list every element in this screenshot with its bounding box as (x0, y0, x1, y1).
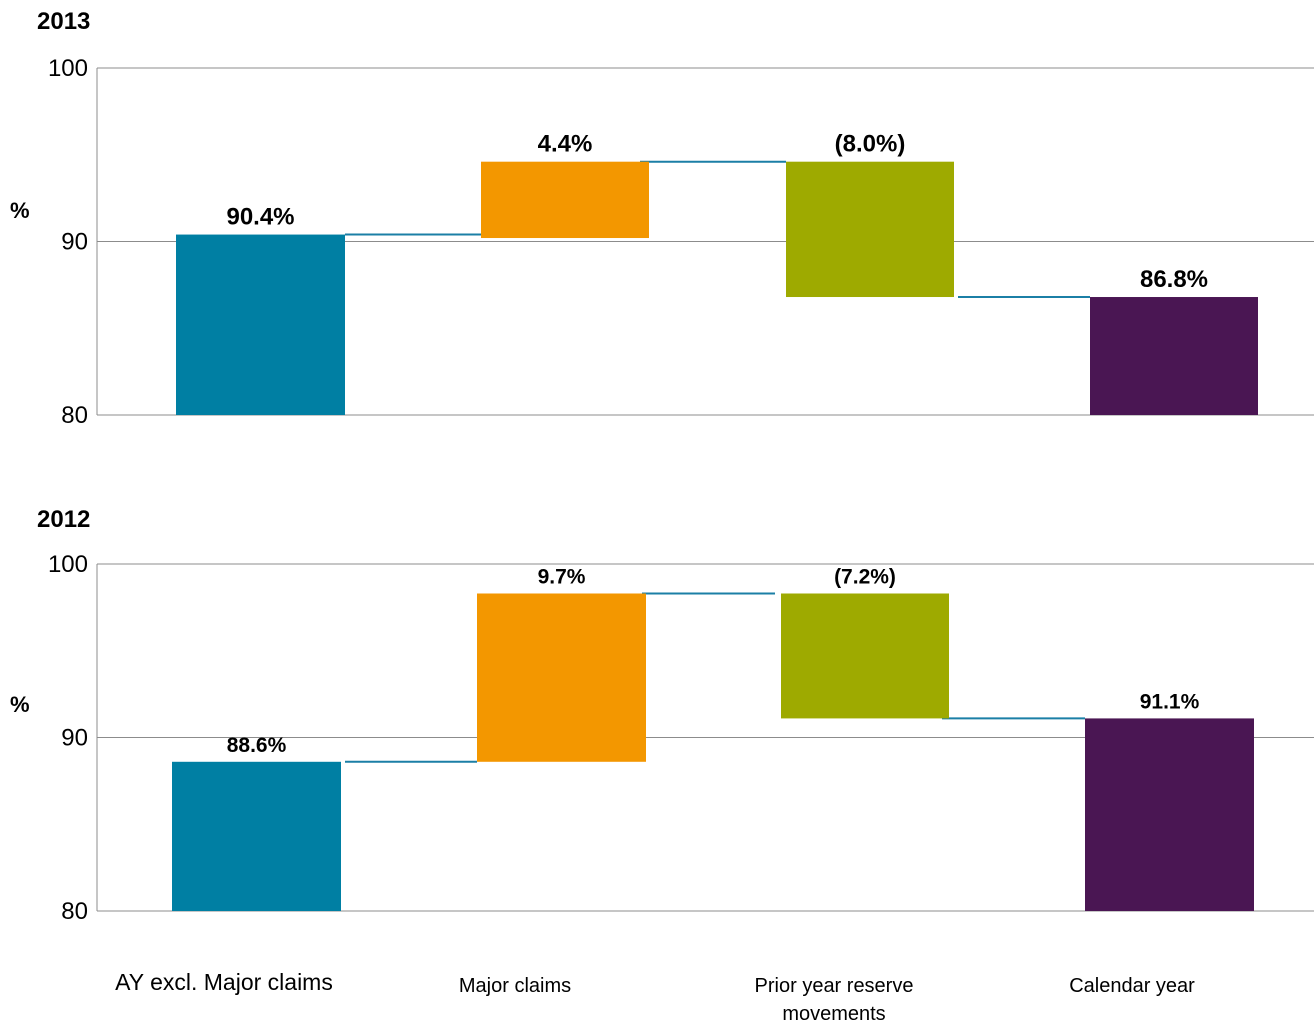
bar-2013-1 (176, 234, 345, 415)
category-label-prior-year-reserve-movements: Prior year reserve movements (754, 975, 914, 1025)
bar-value-label-2013-2: 4.4% (538, 131, 593, 158)
y-tick-label-2012-90: 90 (61, 725, 88, 752)
category-label-ay-excl-major-claims: AY excl. Major claims (115, 969, 333, 995)
bar-value-label-2013-4: 86.8% (1140, 266, 1208, 293)
bar-value-label-2012-4: 91.1% (1140, 690, 1200, 713)
bar-2012-2 (477, 593, 646, 762)
chart-title-2013: 2013 (37, 8, 91, 35)
bar-value-label-2012-3: (7.2%) (834, 565, 896, 588)
y-axis-label-2013: % (10, 198, 30, 223)
y-tick-label-2012-100: 100 (48, 551, 88, 578)
bar-2012-1 (172, 761, 341, 911)
y-tick-label-2012-80: 80 (61, 898, 88, 925)
bar-value-label-2012-2: 9.7% (538, 565, 586, 588)
bar-2013-3 (786, 161, 954, 298)
category-label-calendar-year: Calendar year (1069, 975, 1195, 997)
y-tick-label-2013-100: 100 (48, 55, 88, 82)
y-tick-label-2013-80: 80 (61, 402, 88, 429)
category-label-major-claims: Major claims (458, 975, 572, 997)
bar-2012-4 (1085, 718, 1254, 911)
bar-2013-4 (1090, 297, 1258, 415)
y-axis-label-2012: % (10, 692, 30, 717)
waterfall-charts: 80 90 100 90.4% 4.4% (8.0%) 86.8% 80 90 100 88.6% 9… (48, 55, 1314, 925)
y-tick-label-2013-90: 90 (61, 229, 88, 256)
chart-title-2012: 2012 (37, 506, 91, 533)
bar-value-label-2012-1: 88.6% (227, 734, 287, 757)
bar-value-label-2013-3: (8.0%) (835, 131, 906, 158)
bar-2012-3 (781, 593, 949, 719)
bar-value-label-2013-1: 90.4% (226, 204, 294, 231)
bar-2013-2 (481, 161, 649, 239)
